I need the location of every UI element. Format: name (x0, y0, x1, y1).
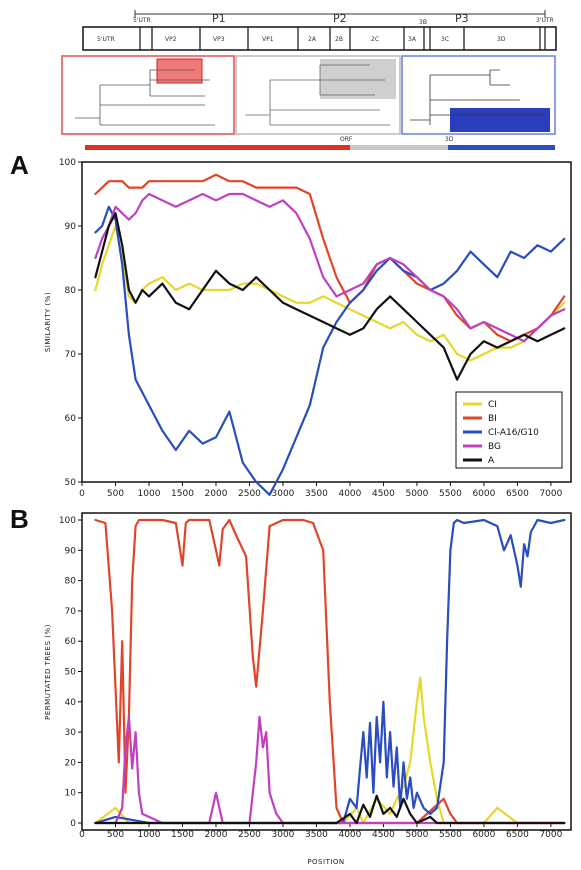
chart-a-xtick-label: 4000 (338, 489, 361, 499)
chart-b-ytick-label: 80 (65, 577, 77, 587)
tree-middle (235, 55, 401, 135)
chart-b-xtick-label: 0 (79, 830, 85, 840)
gene-vp3: VP3 (213, 36, 225, 43)
chart-b-xlabel: POSITION (307, 858, 344, 866)
chart-b-xtick-label: 6000 (472, 830, 495, 840)
chart-b-frame (81, 512, 572, 831)
chart-a-ytick-label: 70 (65, 350, 77, 360)
chart-b-xtick-label: 2000 (205, 830, 228, 840)
chart-b-xtick-label: 3000 (272, 830, 295, 840)
chart-b-xtick-label: 500 (107, 830, 124, 840)
chart-a-ytick-label: 60 (65, 414, 77, 424)
chart-b-ytick-label: 40 (65, 698, 77, 708)
region-label-5utr: 5'UTR (133, 17, 151, 24)
chart-b-xtick-label: 3500 (305, 830, 328, 840)
region-label-p3: P3 (455, 12, 469, 25)
chart-a-xtick-label: 2500 (238, 489, 261, 499)
chart-a-xtick-label: 500 (107, 489, 124, 499)
chart-a-series-cl-a16-g10 (94, 205, 566, 496)
chart-b-ytick-label: 30 (65, 728, 77, 738)
chart-b-ytick-label: 10 (65, 789, 77, 799)
chart-a-ytick-label: 100 (59, 158, 76, 168)
chart-a-xtick-label: 5500 (439, 489, 462, 499)
legend-label: Cl-A16/G10 (488, 428, 539, 438)
chart-a-xtick-label: 2000 (205, 489, 228, 499)
breakpoint-bar: ORF 3D (85, 136, 555, 150)
gene-3a: 3A (408, 36, 417, 43)
chart-a-xtick-label: 3000 (272, 489, 295, 499)
breakpoint-middle-segment (350, 145, 448, 150)
chart-b-xtick-label: 5000 (405, 830, 428, 840)
gene-2b: 2B (335, 36, 343, 43)
chart-a-xtick-label: 3500 (305, 489, 328, 499)
chart-b-xtick-label: 5500 (439, 830, 462, 840)
chart-a-legend: CI BI Cl-A16/G10 BG A (455, 391, 563, 469)
chart-a-ytick-label: 90 (65, 222, 77, 232)
region-label-p2: P2 (333, 12, 347, 25)
chart-b-xtick-label: 2500 (238, 830, 261, 840)
gene-vp1: VP1 (262, 36, 274, 43)
chart-a-series-a (94, 212, 566, 381)
gene-2a: 2A (308, 36, 317, 43)
legend-label: BG (488, 442, 501, 452)
chart-b-series-a (94, 794, 566, 825)
gene-3b: 3B (419, 19, 427, 26)
region-label-p1: P1 (212, 12, 226, 25)
breakpoint-label-1: ORF (340, 136, 353, 143)
breakpoint-left-segment (85, 145, 350, 150)
chart-b-ytick-label: 0 (70, 819, 76, 829)
tree-right (401, 55, 556, 135)
chart-b-ytick-label: 60 (65, 637, 77, 647)
chart-b-xtick-label: 1500 (171, 830, 194, 840)
chart-b-ticks: 0 500 1000 1500 2000 2500 3000 3500 4000 4500 5000… (59, 516, 563, 840)
breakpoint-right-segment (448, 145, 555, 150)
chart-b: 0 500 1000 1500 2000 2500 3000 3500 4000 4500 5000… (44, 512, 572, 866)
panel-label-a: A (10, 150, 29, 180)
chart-a-xtick-label: 6500 (506, 489, 529, 499)
chart-b-xtick-label: 7000 (539, 830, 562, 840)
genome-map: P1 P2 P3 3'UTR 5'UTR 5'UTR VP2 VP3 VP1 2… (82, 10, 557, 51)
chart-a-xtick-label: 6000 (472, 489, 495, 499)
chart-a-ytick-label: 80 (65, 286, 77, 296)
chart-b-xtick-label: 6500 (506, 830, 529, 840)
legend-label: A (488, 456, 495, 466)
region-label-3utr: 3'UTR (536, 17, 554, 24)
chart-a-xtick-label: 1500 (171, 489, 194, 499)
chart-b-lines (94, 518, 566, 825)
chart-a-ytick-label: 50 (65, 478, 77, 488)
chart-b-ytick-label: 100 (59, 516, 76, 526)
chart-b-ytick-label: 90 (65, 546, 77, 556)
chart-b-xtick-label: 4000 (338, 830, 361, 840)
chart-b-xtick-label: 4500 (372, 830, 395, 840)
chart-a-ylabel: SIMILARITY (%) (44, 292, 52, 352)
gene-5utr: 5'UTR (97, 36, 115, 43)
tree-left (61, 55, 235, 135)
chart-a-xtick-label: 5000 (405, 489, 428, 499)
chart-a-lines (94, 173, 566, 496)
genome-bar (82, 26, 557, 51)
gene-3c: 3C (441, 36, 449, 43)
gene-2c: 2C (371, 36, 379, 43)
chart-b-ylabel: PERMUTATED TREES (%) (44, 624, 52, 720)
chart-a: 0 500 1000 1500 2000 2500 3000 3500 4000 4500 5000… (44, 158, 572, 499)
chart-a-series-bg (94, 192, 566, 343)
gene-3d: 3D (497, 36, 506, 43)
chart-a-xtick-label: 1000 (138, 489, 161, 499)
legend-label: BI (488, 414, 497, 424)
chart-a-xtick-label: 7000 (539, 489, 562, 499)
chart-b-ytick-label: 20 (65, 758, 77, 768)
chart-b-ytick-label: 70 (65, 607, 77, 617)
chart-a-xtick-label: 4500 (372, 489, 395, 499)
chart-b-xtick-label: 1000 (138, 830, 161, 840)
chart-a-xtick-label: 0 (79, 489, 85, 499)
panel-label-b: B (10, 504, 29, 534)
chart-b-ytick-label: 50 (65, 668, 77, 678)
gene-vp2: VP2 (165, 36, 177, 43)
chart-a-ticks: 0 500 1000 1500 2000 2500 3000 3500 4000 4500 5000… (59, 158, 563, 499)
breakpoint-label-2: 3D (445, 136, 454, 143)
legend-label: CI (488, 400, 497, 410)
